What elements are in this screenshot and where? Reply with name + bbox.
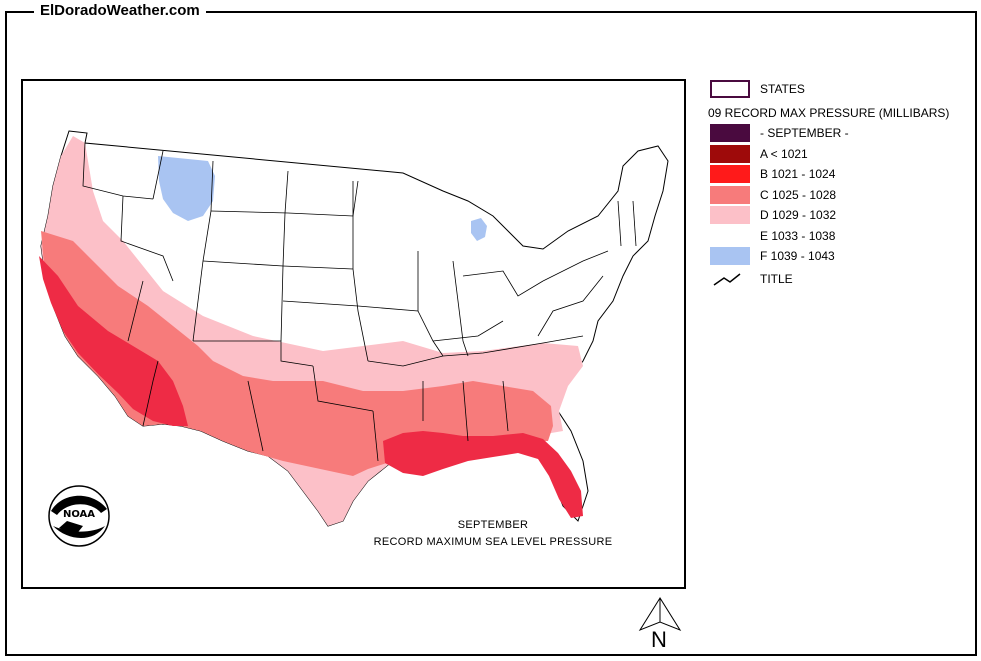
legend-item-label: A < 1021 <box>760 146 808 161</box>
legend-swatch <box>710 185 750 204</box>
noaa-logo-text: NOAA <box>63 509 95 520</box>
legend-swatch <box>710 144 750 163</box>
legend-heading: 09 RECORD MAX PRESSURE (MILLIBARS) <box>708 106 950 120</box>
us-pressure-map: NOAA <box>39 130 669 547</box>
noaa-logo: NOAA <box>48 485 110 547</box>
zone-f-blue-michigan <box>471 218 487 241</box>
zone-f-blue-montana <box>158 156 215 221</box>
legend-swatch <box>710 124 750 142</box>
title-line-icon <box>713 273 741 286</box>
map-panel: NOAA SEPTEMBER RECORD MAXIMUM SEA LEVEL … <box>21 79 686 589</box>
legend-swatch <box>710 226 750 245</box>
legend-swatch <box>710 165 750 183</box>
legend-item-label: - SEPTEMBER - <box>760 126 849 140</box>
map-caption: SEPTEMBER RECORD MAXIMUM SEA LEVEL PRESS… <box>323 517 663 551</box>
map-caption-title: RECORD MAXIMUM SEA LEVEL PRESSURE <box>373 536 613 548</box>
north-arrow-icon <box>638 597 682 632</box>
north-label: N <box>651 627 667 652</box>
page-frame <box>5 11 977 656</box>
map-caption-month: SEPTEMBER <box>457 519 529 531</box>
legend-swatch <box>710 247 750 265</box>
legend-item-label: B 1021 - 1024 <box>760 167 836 181</box>
legend-item-label: F 1039 - 1043 <box>760 249 835 263</box>
legend: STATES 09 RECORD MAX PRESSURE (MILLIBARS… <box>708 78 981 298</box>
legend-swatch <box>710 206 750 224</box>
zone-b-red-west <box>39 256 188 426</box>
legend-item-label: C 1025 - 1028 <box>760 187 837 202</box>
legend-states-label: STATES <box>760 82 805 96</box>
zone-b-red-gulf <box>383 431 583 518</box>
state-boundaries <box>82 142 637 462</box>
legend-item-label: E 1033 - 1038 <box>760 228 836 243</box>
site-title: ElDoradoWeather.com <box>34 2 206 20</box>
legend-item-label: D 1029 - 1032 <box>760 208 837 222</box>
states-swatch <box>710 80 750 98</box>
legend-title-label: TITLE <box>760 272 793 286</box>
north-arrow: N <box>636 596 688 656</box>
